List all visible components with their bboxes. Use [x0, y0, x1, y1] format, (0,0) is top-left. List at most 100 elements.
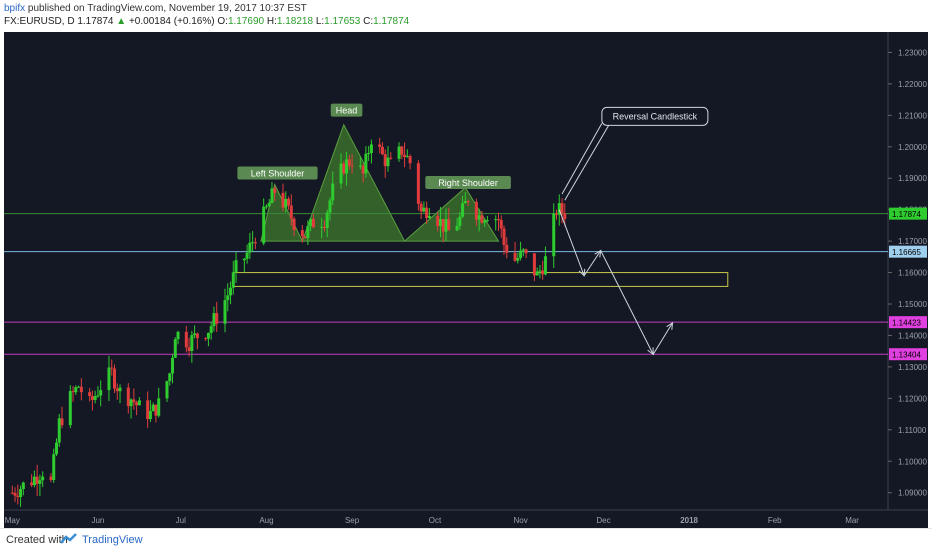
tradingview-link[interactable]: TradingView [82, 534, 143, 546]
candle-body [380, 146, 384, 155]
candle-body [193, 333, 197, 336]
candle-body [400, 146, 404, 155]
ohlc-legend: FX:EURUSD, D 1.17874 ▲ +0.00184 (+0.16%)… [4, 16, 409, 27]
candle-body [320, 226, 324, 228]
candle-body [264, 206, 268, 208]
candle-body [350, 165, 354, 167]
candle-body [79, 386, 83, 393]
low-value: 1.17653 [324, 16, 361, 27]
x-tick-label: May [5, 516, 20, 525]
candle-body [135, 402, 139, 406]
candle-body [248, 242, 252, 253]
y-tick-label: 1.19000 [898, 174, 927, 183]
candle-body [367, 153, 371, 155]
candle-body [96, 395, 100, 397]
left-shoulder-label: Left Shoulder [251, 169, 305, 179]
candle-body [284, 198, 288, 208]
candle-body [113, 368, 116, 389]
candle-body [251, 242, 255, 244]
candle-body [30, 482, 34, 486]
candle-body [557, 203, 561, 215]
candle-body [146, 400, 150, 420]
candle-body [110, 367, 114, 369]
candle-body [535, 271, 539, 276]
change-value: +0.00184 (+0.16%) [128, 16, 215, 27]
x-tick-label: Jul [176, 516, 186, 525]
created-with-text: Created with [6, 534, 68, 546]
price-badge [889, 245, 927, 258]
candle-body [461, 203, 465, 217]
candle-body [419, 203, 423, 212]
candle-body [499, 219, 503, 229]
symbol-label: FX:EURUSD, D [4, 16, 75, 27]
close-label: C: [363, 16, 374, 27]
candle-body [458, 216, 462, 226]
candle-body [49, 476, 53, 481]
candle-body [10, 492, 14, 494]
price-badge [889, 316, 927, 329]
candle-body [204, 338, 208, 340]
candle-body [342, 163, 346, 174]
candle-body [425, 207, 429, 219]
candle-body [416, 163, 420, 204]
footer: Created with TradingView [0, 528, 932, 551]
candle-body [231, 272, 235, 288]
price-badge [889, 348, 927, 361]
y-tick-label: 1.20000 [898, 143, 927, 152]
candle-body [325, 212, 329, 228]
candle-body [386, 157, 390, 167]
candle-body [389, 157, 393, 159]
price-chart[interactable]: 1.230001.220001.210001.200001.190001.180… [0, 30, 932, 528]
candle-body [541, 270, 545, 275]
candle-body [331, 183, 335, 201]
x-tick-label: Sep [345, 516, 360, 525]
candle-body [552, 213, 556, 257]
candle-body [560, 203, 564, 214]
candle-body [77, 386, 81, 388]
price-badge-label: 1.16665 [892, 248, 921, 257]
plot-area [4, 32, 888, 510]
y-tick-label: 1.09000 [898, 489, 927, 498]
candle-body [16, 495, 20, 498]
candle-body [165, 381, 169, 399]
price-badge-label: 1.13404 [892, 351, 921, 360]
candle-body [118, 387, 122, 392]
x-tick-label: Oct [429, 516, 442, 525]
candle-body [281, 192, 285, 208]
candle-body [532, 253, 536, 276]
publish-info: bpifx published on TradingView.com, Nove… [4, 3, 307, 14]
candle-body [195, 333, 199, 339]
candle-body [132, 399, 136, 403]
candle-body [270, 188, 274, 203]
candle-body [538, 270, 542, 272]
candle-body [364, 153, 368, 174]
candle-body [176, 331, 180, 340]
reversal-candlestick-label: Reversal Candlestick [613, 111, 698, 121]
candle-body [151, 404, 155, 412]
y-tick-label: 1.10000 [898, 457, 927, 466]
candle-body [187, 347, 191, 352]
y-tick-label: 1.11000 [898, 426, 927, 435]
arrow-head-icon [578, 268, 586, 277]
candle-body [126, 387, 130, 407]
y-tick-label: 1.17000 [898, 237, 927, 246]
x-tick-label: 2018 [680, 516, 698, 525]
candle-body [361, 165, 365, 174]
candle-body [206, 332, 210, 339]
y-tick-label: 1.14000 [898, 331, 927, 340]
candle-body [474, 201, 478, 220]
candle-body [68, 391, 72, 426]
candle-body [242, 258, 246, 261]
candle-body [303, 236, 307, 239]
author-link[interactable]: bpifx [4, 3, 26, 14]
candle-body [322, 226, 326, 228]
candle-body [444, 219, 448, 232]
candle-body [543, 256, 547, 275]
candle-body [300, 230, 304, 237]
candle-body [502, 228, 506, 245]
right-shoulder-label: Right Shoulder [438, 178, 498, 188]
candle-body [262, 206, 266, 244]
candle-body [93, 396, 97, 401]
candle-body [88, 392, 92, 397]
candle-body [466, 201, 470, 203]
